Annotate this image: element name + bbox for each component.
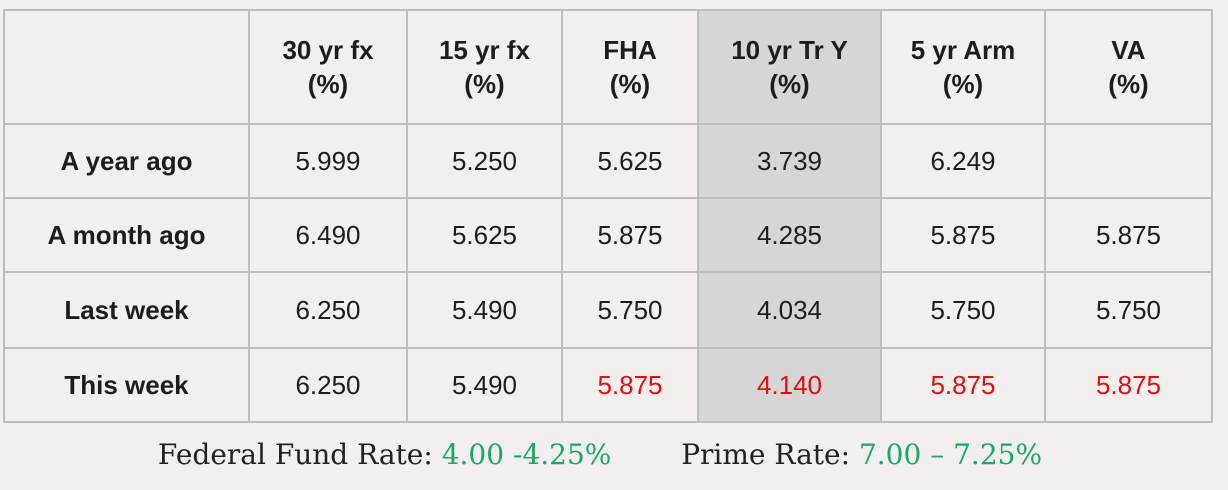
col-header-fha: FHA (%) [561, 9, 699, 125]
cell-15yr-fixed: 5.625 [406, 197, 563, 273]
col-header-10yr-treasury: 10 yr Tr Y (%) [697, 9, 882, 125]
row-label: This week [3, 347, 250, 423]
cell-30yr-fixed: 6.490 [248, 197, 408, 273]
cell-15yr-fixed: 5.250 [406, 123, 563, 199]
cell-5yr-arm: 5.875 [880, 197, 1046, 273]
col-header-unit: (%) [609, 69, 651, 99]
cell-30yr-fixed: 6.250 [248, 271, 408, 349]
col-header-unit: (%) [464, 69, 505, 99]
cell-fha: 5.750 [561, 271, 699, 349]
corner-cell [3, 9, 250, 125]
prime-rate-label: Prime Rate: [681, 438, 851, 471]
cell-10yr-treasury: 4.140 [697, 347, 882, 423]
cell-fha: 5.625 [561, 123, 699, 199]
cell-va: 5.875 [1044, 347, 1213, 423]
cell-5yr-arm: 6.249 [880, 123, 1046, 199]
row-last-week: Last week 6.250 5.490 5.750 4.034 5.750 … [3, 271, 1213, 349]
federal-fund-rate-value: 4.00 -4.25% [441, 438, 612, 471]
cell-5yr-arm: 5.750 [880, 271, 1046, 349]
cell-fha: 5.875 [561, 347, 699, 423]
cell-10yr-treasury: 4.034 [697, 271, 882, 349]
cell-va [1044, 123, 1213, 199]
col-header-name: VA [1111, 35, 1146, 65]
rates-footer: Federal Fund Rate: 4.00 -4.25% Prime Rat… [0, 438, 1200, 471]
col-header-unit: (%) [769, 69, 810, 99]
cell-30yr-fixed: 5.999 [248, 123, 408, 199]
cell-fha: 5.875 [561, 197, 699, 273]
col-header-name: 10 yr Tr Y [731, 35, 848, 65]
row-a-year-ago: A year ago 5.999 5.250 5.625 3.739 6.249 [3, 123, 1213, 199]
cell-5yr-arm: 5.875 [880, 347, 1046, 423]
cell-10yr-treasury: 3.739 [697, 123, 882, 199]
col-header-va: VA (%) [1044, 9, 1213, 125]
col-header-15yr-fixed: 15 yr fx (%) [406, 9, 563, 125]
col-header-unit: (%) [942, 69, 984, 99]
col-header-5yr-arm: 5 yr Arm (%) [880, 9, 1046, 125]
col-header-name: 30 yr fx [282, 35, 374, 65]
row-a-month-ago: A month ago 6.490 5.625 5.875 4.285 5.87… [3, 197, 1213, 273]
cell-10yr-treasury: 4.285 [697, 197, 882, 273]
col-header-name: FHA [603, 35, 657, 65]
col-header-30yr-fixed: 30 yr fx (%) [248, 9, 408, 125]
cell-15yr-fixed: 5.490 [406, 347, 563, 423]
prime-rate-value: 7.00 – 7.25% [858, 438, 1043, 471]
cell-va: 5.875 [1044, 197, 1213, 273]
col-header-unit: (%) [1108, 69, 1149, 99]
row-this-week: This week 6.250 5.490 5.875 4.140 5.875 … [3, 347, 1213, 423]
federal-fund-rate-label: Federal Fund Rate: [157, 438, 433, 471]
cell-15yr-fixed: 5.490 [406, 271, 563, 349]
header-row: 30 yr fx (%) 15 yr fx (%) FHA (%) 10 yr … [3, 9, 1213, 125]
mortgage-rates-table: 30 yr fx (%) 15 yr fx (%) FHA (%) 10 yr … [3, 9, 1213, 423]
col-header-unit: (%) [307, 69, 349, 99]
row-label: A month ago [3, 197, 250, 273]
col-header-name: 5 yr Arm [910, 35, 1016, 65]
row-label: Last week [3, 271, 250, 349]
cell-30yr-fixed: 6.250 [248, 347, 408, 423]
row-label: A year ago [3, 123, 250, 199]
cell-va: 5.750 [1044, 271, 1213, 349]
col-header-name: 15 yr fx [438, 35, 531, 65]
